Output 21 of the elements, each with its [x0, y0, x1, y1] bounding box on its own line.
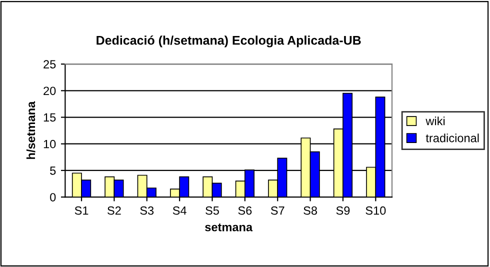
x-axis-title: setmana [205, 223, 253, 232]
x-tick-label: S9 [336, 206, 350, 215]
legend-label: wiki [426, 116, 445, 126]
y-tick-label: 25 [44, 60, 56, 68]
y-tick-label: 20 [44, 86, 56, 96]
x-tick-label: S10 [366, 206, 386, 215]
x-tick-label: S5 [206, 206, 219, 215]
y-tick-label: 15 [44, 113, 56, 122]
x-tick-label: S3 [140, 206, 154, 215]
legend-label: tradicional [426, 134, 479, 142]
x-tick-label: S2 [108, 206, 121, 215]
chart-title: Dedicació (h/setmana) Ecologia Aplicada-UB [96, 35, 361, 48]
x-tick-label: S1 [74, 206, 88, 215]
x-tick-label: S4 [172, 206, 186, 215]
x-tick-label: S6 [238, 206, 252, 215]
y-tick-label: 10 [44, 140, 56, 148]
y-tick-label: 5 [50, 166, 56, 175]
y-axis-title: h/setmana [26, 101, 36, 159]
x-tick-label: S8 [304, 206, 317, 215]
y-tick-label: 0 [50, 193, 56, 202]
x-tick-label: S7 [270, 206, 284, 215]
